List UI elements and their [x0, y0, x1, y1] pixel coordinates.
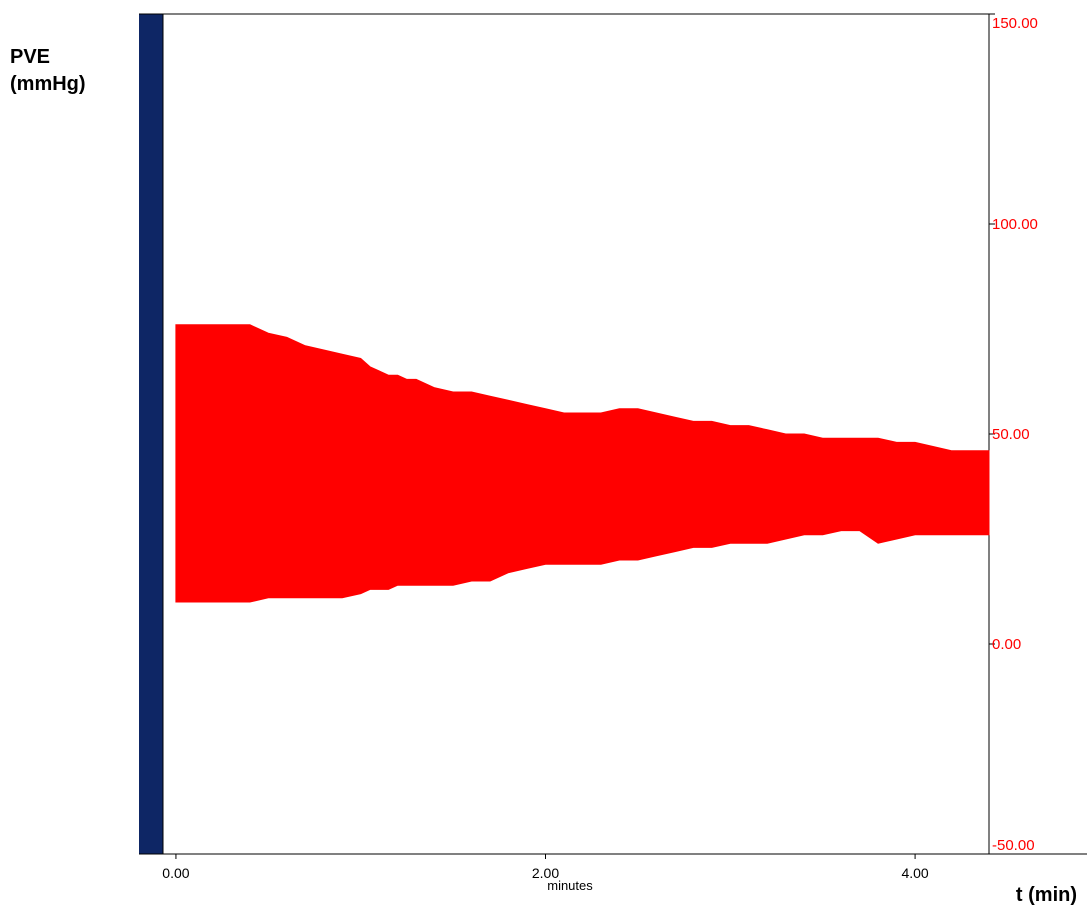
- x-axis-ticks: 0.00 2.00 4.00: [162, 854, 929, 881]
- x-tick-label: 2.00: [532, 865, 559, 881]
- y-axis-ticks: 150.00 100.00 50.00 0.00 -50.00: [989, 13, 1038, 855]
- series-layer: [175, 324, 990, 603]
- y-tick-label: 0.00: [992, 636, 1021, 653]
- y-tick-label: -50.00: [992, 837, 1035, 854]
- series-band-0: [175, 324, 990, 603]
- y-tick-label: 150.00: [992, 15, 1038, 32]
- x-axis-title: t (min): [1015, 884, 1077, 906]
- y-axis-title: PVE (mmHg): [10, 46, 86, 95]
- y-tick-label: 50.00: [992, 426, 1030, 443]
- x-tick-label: 0.00: [162, 865, 189, 881]
- x-tick-label: 4.00: [901, 865, 928, 881]
- x-unit-label: minutes: [547, 878, 593, 893]
- y-tick-label: 100.00: [992, 216, 1038, 233]
- recording-indicator-bar: [139, 14, 163, 854]
